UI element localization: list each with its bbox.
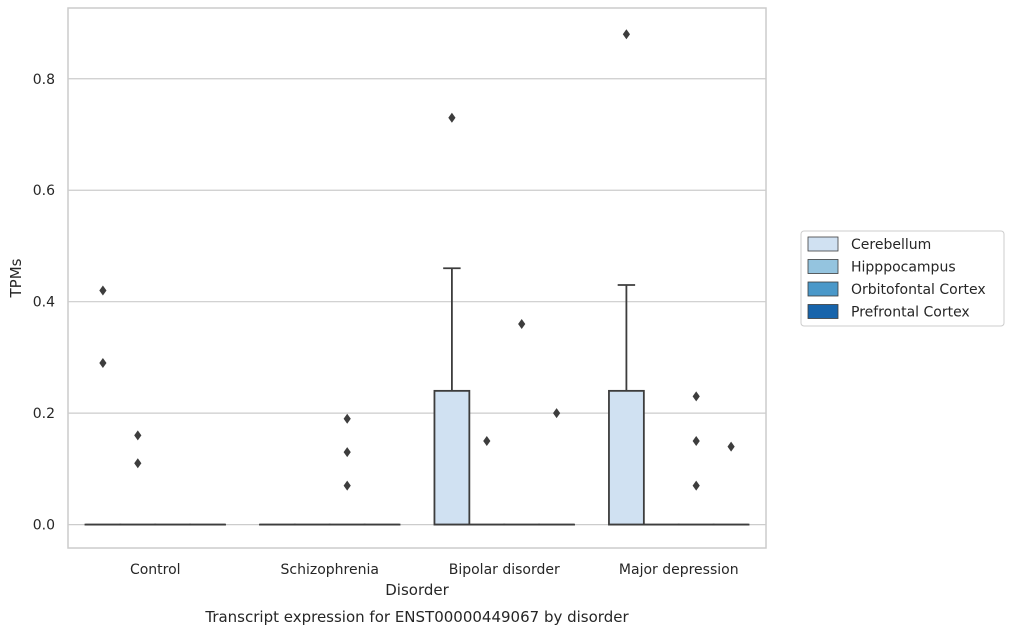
- legend-swatch: [808, 305, 838, 319]
- box-body: [434, 391, 469, 525]
- outlier-point: [518, 319, 525, 329]
- outlier-point: [344, 481, 351, 491]
- outlier-point: [483, 436, 490, 446]
- outlier-point: [693, 436, 700, 446]
- y-tick-label: 0.6: [33, 183, 55, 199]
- outlier-point: [693, 391, 700, 401]
- box-group: [330, 414, 365, 525]
- legend-label: Orbitofontal Cortex: [851, 282, 986, 298]
- outlier-point: [728, 442, 735, 452]
- box-group: [539, 408, 574, 524]
- outlier-point: [344, 414, 351, 424]
- outlier-point: [99, 286, 106, 296]
- x-tick-label: Major depression: [619, 562, 739, 578]
- x-tick-label: Control: [130, 562, 181, 578]
- box-body: [609, 391, 644, 525]
- legend-swatch: [808, 237, 838, 251]
- outlier-point: [553, 408, 560, 418]
- x-tick-label: Schizophrenia: [281, 562, 379, 578]
- box-group: [434, 113, 469, 525]
- y-tick-labels: 0.0 0.2 0.4 0.6 0.8: [33, 72, 55, 534]
- outlier-point: [99, 358, 106, 368]
- legend-swatch: [808, 260, 838, 274]
- outlier-point: [134, 458, 141, 468]
- box-group: [85, 286, 120, 525]
- box-group: [504, 319, 539, 525]
- y-tick-label: 0.4: [33, 295, 55, 311]
- box-group: [120, 430, 155, 524]
- outlier-point: [134, 430, 141, 440]
- box-group: [469, 436, 504, 525]
- box-group: [714, 442, 749, 525]
- outlier-point: [623, 29, 630, 39]
- y-tick-label: 0.0: [33, 518, 55, 534]
- legend-label: Cerebellum: [851, 237, 931, 253]
- legend-label: Hipppocampus: [851, 260, 956, 276]
- outlier-point: [448, 113, 455, 123]
- legend-label: Prefrontal Cortex: [851, 305, 970, 321]
- chart-caption: Transcript expression for ENST0000044906…: [204, 608, 629, 626]
- gridlines: [68, 79, 766, 525]
- x-tick-labels: Control Schizophrenia Bipolar disorder Majo…: [130, 562, 739, 578]
- plot-frame: [68, 8, 766, 548]
- box-group: [679, 391, 714, 524]
- outlier-point: [344, 447, 351, 457]
- box-layer: [85, 29, 748, 524]
- x-tick-label: Bipolar disorder: [449, 562, 560, 578]
- y-tick-label: 0.8: [33, 72, 55, 88]
- x-axis-label: Disorder: [385, 581, 449, 599]
- legend-swatch: [808, 282, 838, 296]
- y-axis-label: TPMs: [7, 258, 25, 298]
- box-group: [609, 29, 644, 524]
- y-tick-label: 0.2: [33, 406, 55, 422]
- legend: Cerebellum Hipppocampus Orbitofontal Corte…: [801, 231, 1004, 326]
- outlier-point: [693, 481, 700, 491]
